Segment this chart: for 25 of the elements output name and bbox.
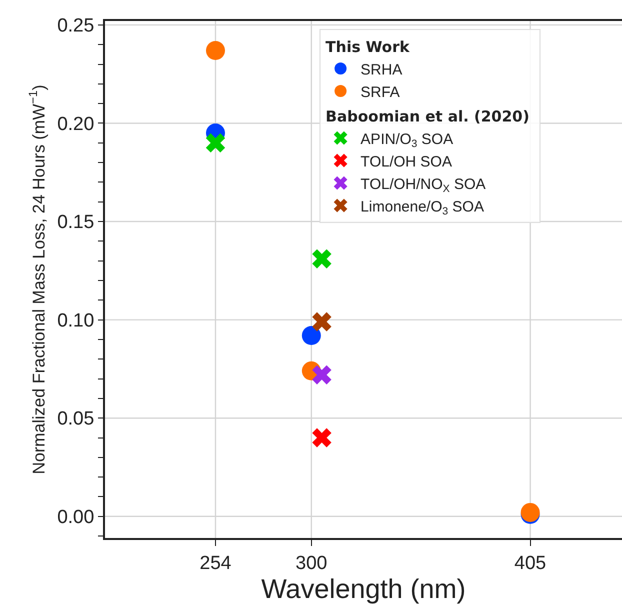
legend-label: TOL/OH/NO$_{X}$ SOA <box>360 176 486 196</box>
legend-label: TOL/OH SOA <box>360 153 452 170</box>
legend-label: Limonene/O$_{3}$ SOA <box>360 198 484 218</box>
point <box>312 428 332 448</box>
annotation: Baboomian et al. (2020) <box>326 107 530 126</box>
point <box>302 326 321 346</box>
legend-title: This Work <box>326 38 410 56</box>
x-tick-label: 254 <box>200 552 232 574</box>
x-tick-label: 300 <box>296 552 328 574</box>
legend-label: APIN/O$_{3}$ SOA <box>360 130 454 150</box>
legend-label: SRFA <box>360 84 400 101</box>
y-tick-label: 0.05 <box>57 408 94 430</box>
y-tick-label: 0.00 <box>57 507 94 528</box>
y-tick-label: 0.25 <box>57 16 94 37</box>
point <box>312 249 332 268</box>
y-tick-label: 0.20 <box>57 114 94 135</box>
y-tick-label: 0.10 <box>57 310 94 332</box>
point <box>312 365 332 384</box>
point <box>206 133 226 152</box>
point <box>206 40 225 60</box>
x-tick-label: 405 <box>514 552 546 574</box>
x-axis-title: Wavelength (nm) <box>261 574 466 604</box>
legend-label: SRHA <box>360 61 402 78</box>
y-tick-label: 0.15 <box>57 212 94 234</box>
point <box>312 312 332 332</box>
